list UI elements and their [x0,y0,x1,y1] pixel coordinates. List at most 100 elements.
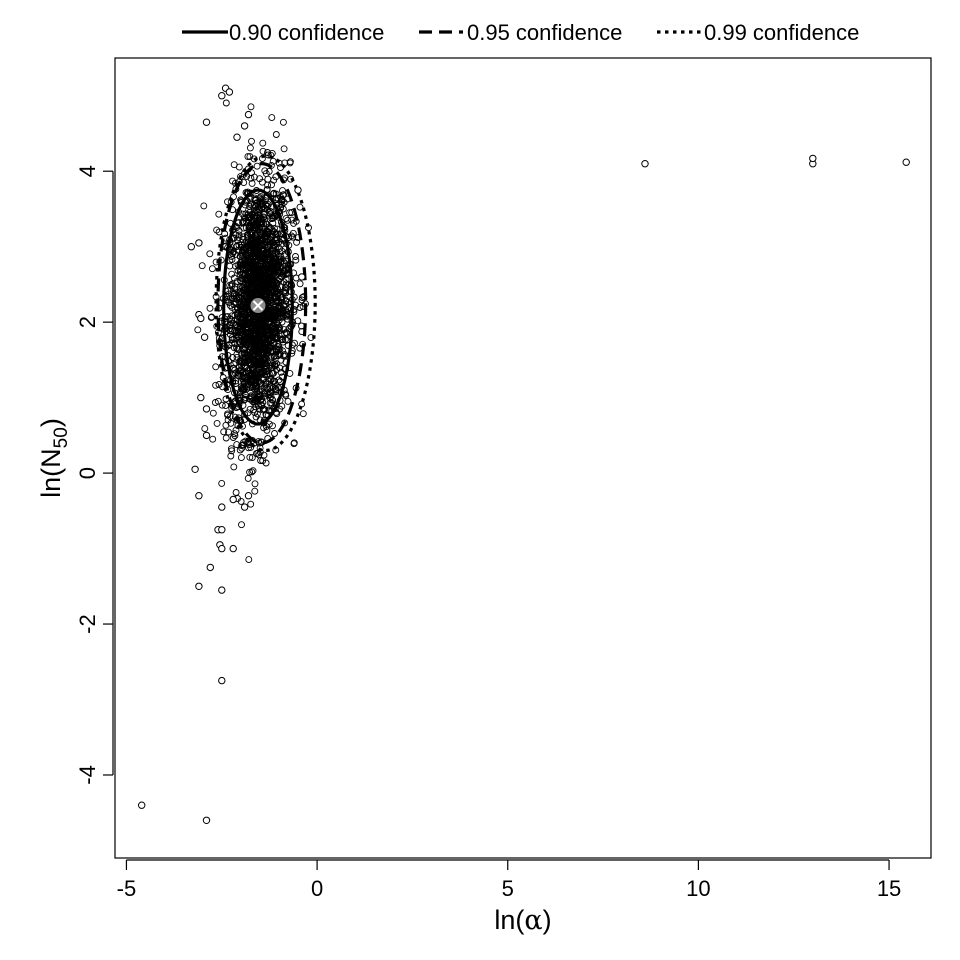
cloud-point [250,270,258,278]
cloud-point [236,338,244,346]
cloud-point [268,299,276,307]
cloud-point [267,292,275,300]
confidence-regions [214,154,317,453]
cloud-point [242,343,249,351]
cloud-point [282,215,290,223]
cloud-point [282,297,290,305]
cloud-point [245,556,253,564]
cloud-point [247,356,255,364]
cloud-point [248,179,256,187]
y-axis-title: ln(N50) [36,418,72,498]
outlier-point [202,816,211,824]
cloud-point [230,463,238,471]
cloud-point [259,147,267,155]
outlier-point [202,405,211,413]
y-axis: -4 -2 0 2 4 [75,165,114,785]
cloud-point [267,341,274,349]
cloud-point [276,327,283,335]
cloud-point [266,290,274,298]
cloud-point [228,252,236,260]
cloud-point [244,367,252,375]
cloud-point [279,305,287,313]
cloud-point [246,240,254,248]
cloud-point [251,480,259,488]
cloud-point [257,287,265,295]
cloud-point [238,354,246,362]
cloud-point [238,521,245,529]
cloud-point [248,137,255,145]
outlier-point [218,92,226,100]
cloud-point [250,375,258,383]
cloud-point [255,206,263,214]
cloud-point [247,343,255,351]
cloud-point [252,382,260,390]
cloud-point [244,276,251,283]
cloud-point [280,145,288,153]
cloud-point [264,391,272,399]
cloud-point [242,224,250,232]
cloud-point [228,256,236,263]
cloud-point [255,350,263,358]
cloud-point [265,377,273,385]
outlier-point [225,88,234,96]
outlier-point [202,118,211,126]
cloud-point [264,151,272,159]
cloud-point [231,285,239,293]
cloud-point [220,428,228,436]
cloud-point [266,330,274,338]
legend-label-095: 0.95 confidence [467,20,622,45]
cloud-point [278,240,286,248]
cloud-point [198,262,206,270]
outlier-point [902,158,910,166]
cloud-point [200,202,208,210]
cloud-point [248,211,256,219]
cloud-point [257,397,264,404]
cloud-point [253,162,261,170]
outlier-point [195,582,203,590]
outlier-point [187,243,196,251]
cloud-point [222,421,230,429]
cloud-point [249,467,257,475]
cloud-point [255,346,263,354]
cloud-point [234,310,242,318]
outlier-point [298,273,306,281]
cloud-point [277,298,285,306]
cloud-point [273,366,281,374]
estimate-cross-b [252,300,264,311]
cloud-point [281,283,289,291]
outlier-point [809,154,817,163]
cloud-point [257,236,265,244]
legend-label-090: 0.90 confidence [229,20,384,45]
outlier-point [195,492,203,500]
cloud-point [279,313,287,321]
cloud-point [272,385,280,393]
y-tick-label: -4 [75,765,100,785]
cloud-point [256,329,264,337]
cloud-point [286,159,294,167]
cloud-point [274,194,282,202]
cloud-point [237,497,245,505]
cloud-point [275,267,283,275]
cloud-point [272,348,280,356]
cloud-point [230,193,237,201]
confidence-region-095 [216,162,308,445]
cloud-point [262,292,270,300]
outlier-point [206,563,215,572]
outlier-point [240,503,249,511]
cloud-point [249,366,257,374]
cloud-point [248,284,256,292]
cloud-point [254,371,261,379]
cloud-point [254,252,262,260]
cloud-point [226,331,234,338]
cloud-point [264,243,272,251]
cloud-point [262,378,270,386]
cloud-point [267,263,275,271]
plot-frame [114,57,932,859]
cloud-point [246,468,254,476]
cloud-point [249,264,257,272]
outlier-point [294,186,302,194]
outlier-point [202,431,211,440]
cloud-point [280,326,288,334]
cloud-point [237,366,245,374]
